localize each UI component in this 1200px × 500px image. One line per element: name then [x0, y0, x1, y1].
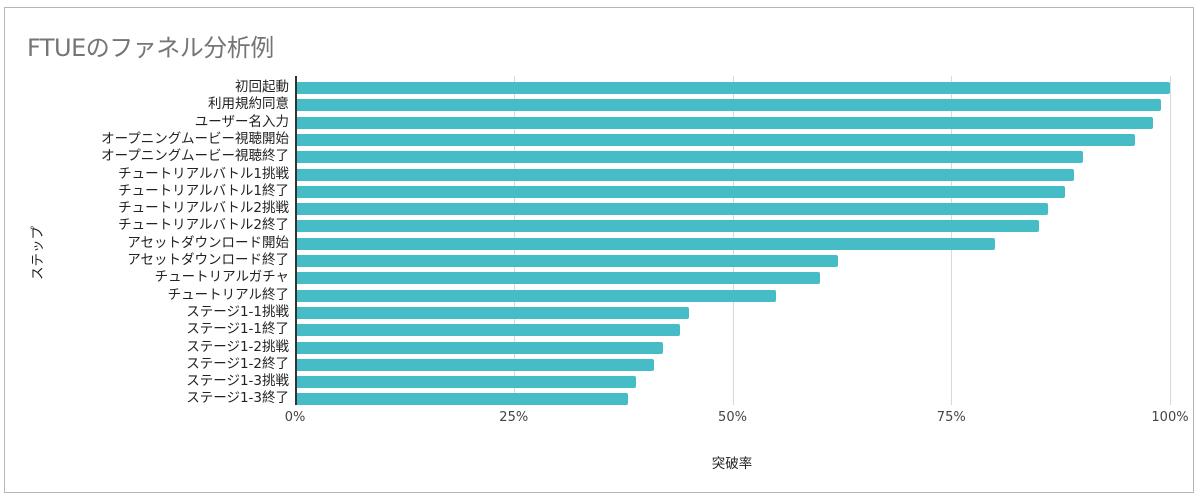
category-label: チュートリアルバトル1終了: [118, 182, 289, 199]
bar[interactable]: [295, 168, 1074, 181]
y-axis-label: ステップ: [30, 226, 46, 280]
bar[interactable]: [295, 272, 820, 285]
bar[interactable]: [295, 185, 1065, 198]
category-label: オープニングムービー視聴終了: [101, 148, 289, 165]
y-axis-line: [295, 76, 297, 405]
category-label: ステージ1-1挑戦: [186, 303, 289, 320]
bar[interactable]: [295, 358, 654, 371]
plot-area: [295, 76, 1171, 406]
bar[interactable]: [295, 341, 663, 354]
bar[interactable]: [295, 306, 689, 319]
x-axis-label: 突破率: [711, 456, 753, 472]
bar[interactable]: [295, 220, 1039, 233]
bar[interactable]: [295, 116, 1153, 129]
category-label: チュートリアル終了: [167, 286, 289, 303]
bar[interactable]: [295, 133, 1135, 146]
category-label: ステージ1-1終了: [186, 321, 289, 338]
category-label: 初回起動: [235, 79, 289, 95]
category-label: オープニングムービー視聴開始: [101, 130, 289, 147]
bar[interactable]: [295, 393, 628, 406]
category-label: ステージ1-2終了: [186, 355, 289, 372]
bar[interactable]: [295, 151, 1083, 164]
category-label: チュートリアルバトル1挑戦: [118, 165, 289, 182]
bar[interactable]: [295, 255, 838, 267]
x-tick-label: 0%: [284, 410, 306, 425]
bar[interactable]: [295, 99, 1162, 112]
x-tick-label: 50%: [718, 410, 747, 425]
category-label: チュートリアルバトル2終了: [118, 217, 289, 234]
bar[interactable]: [295, 203, 1048, 216]
x-tick-label: 100%: [1151, 410, 1189, 425]
category-label: チュートリアルガチャ: [154, 269, 289, 286]
category-label: ユーザー名入力: [194, 113, 289, 130]
bar[interactable]: [295, 237, 995, 250]
category-label: ステージ1-3挑戦: [186, 373, 289, 390]
bar[interactable]: [295, 289, 777, 302]
x-tick-label: 75%: [936, 410, 966, 425]
category-label: チュートリアルバトル2挑戦: [118, 200, 289, 217]
category-label: ステージ1-2挑戦: [186, 338, 289, 355]
x-tick-label: 25%: [499, 410, 529, 425]
category-label: アセットダウンロード開始: [127, 234, 289, 251]
category-label: ステージ1-3終了: [186, 390, 289, 407]
bar[interactable]: [295, 376, 637, 389]
category-label: アセットダウンロード終了: [127, 252, 289, 268]
bar[interactable]: [295, 324, 680, 337]
chart-title: FTUEのファネル分析例: [27, 34, 274, 62]
gridline-100: [1170, 76, 1171, 405]
category-label: 利用規約同意: [208, 96, 289, 113]
bar[interactable]: [295, 82, 1170, 94]
